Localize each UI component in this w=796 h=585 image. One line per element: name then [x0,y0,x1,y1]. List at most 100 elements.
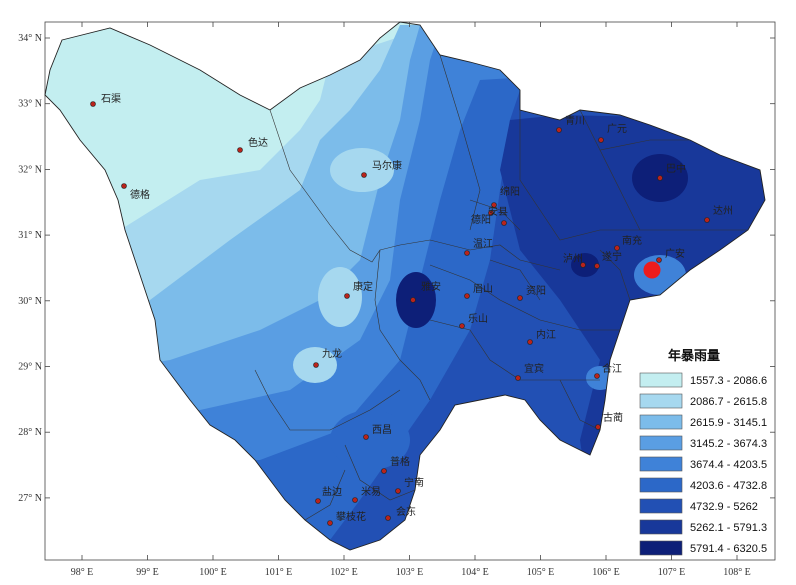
x-tick-label: 102° E [330,567,358,578]
legend-label: 2615.9 - 3145.1 [690,417,767,429]
legend-swatch [639,540,683,556]
city-dot [491,202,497,208]
x-tick-label: 99° E [136,567,159,578]
city-dot [464,250,470,256]
city-label: 会东 [396,505,416,518]
city-label: 内江 [536,328,556,341]
y-axis-ticks: 34° N 33° N 32° N 31° N 30° N 29° N 28° N 27° N [18,33,775,504]
x-axis-ticks: 98° E 99° E 100° E 101° E 102° E 103° E 104° E… [71,22,751,578]
city-dot [656,257,662,263]
city-label: 德阳 [471,213,491,226]
y-tick-label: 34° N [18,33,42,44]
city-label: 广元 [607,123,627,135]
city-label: 德格 [130,188,150,201]
city-label: 温江 [473,238,493,250]
city-label: 遂宁 [602,250,622,263]
city-dot [459,323,465,329]
city-dot [315,498,321,504]
city-label: 合江 [602,362,622,375]
x-tick-label: 107° E [658,567,686,578]
county-boundaries [254,54,748,521]
y-tick-label: 31° N [18,230,42,241]
city-label: 南充 [622,234,642,247]
x-tick-label: 106° E [592,567,620,578]
legend-swatch [639,456,683,472]
city-label: 康定 [353,280,373,293]
city-dot [237,147,243,153]
city-dot [361,172,367,178]
city-label: 雅安 [421,280,441,293]
y-tick-label: 30° N [18,296,42,307]
legend: 年暴雨量 1557.3 - 2086.6 2086.7 - 2615.8 2615.… [639,348,767,556]
city-label: 资阳 [526,285,546,297]
city-dot [488,210,494,216]
city-dot [352,497,358,503]
city-dot [517,295,523,301]
city-label: 安县 [488,205,508,218]
city-dot [363,434,369,440]
city-dot [527,339,533,345]
highlight-marker [643,261,661,279]
legend-label: 4203.6 - 4732.8 [690,480,767,492]
city-dot [395,488,401,494]
zone-pocket-kangding [318,267,362,327]
city-dot [385,515,391,521]
x-tick-label: 103° E [396,567,424,578]
x-tick-label: 101° E [265,567,293,578]
y-tick-label: 27° N [18,493,42,504]
x-tick-label: 104° E [461,567,489,578]
city-label: 巴中 [666,162,686,175]
city-label: 眉山 [473,283,493,295]
city-dot [594,263,600,269]
x-tick-label: 105° E [527,567,555,578]
city-label: 攀枝花 [336,510,366,523]
legend-label: 5791.4 - 6320.5 [690,543,767,555]
city-dot [410,297,416,303]
city-label: 乐山 [468,313,488,325]
zone-pocket-xichang [330,410,410,470]
province-outline [44,21,766,551]
city-dot [595,424,601,430]
city-dot [657,175,663,181]
legend-label: 5262.1 - 5791.3 [690,522,767,534]
legend-label: 2086.7 - 2615.8 [690,396,767,408]
city-label: 古蔺 [603,411,623,424]
city-label: 泸州 [563,253,583,265]
x-tick-label: 108° E [723,567,751,578]
y-tick-label: 32° N [18,164,42,175]
legend-swatch [639,393,683,409]
city-label: 广安 [665,247,685,260]
city-dot [598,137,604,143]
city-label: 色达 [248,136,268,149]
city-label: 达州 [713,205,733,217]
legend-label: 3145.2 - 3674.3 [690,438,767,450]
city-dot [381,468,387,474]
legend-label: 1557.3 - 2086.6 [690,375,767,387]
x-tick-label: 100° E [199,567,227,578]
city-label: 绵阳 [500,185,520,198]
city-dot [344,293,350,299]
city-dot [501,220,507,226]
city-label: 盐边 [322,485,342,498]
city-label: 米易 [361,485,381,498]
y-tick-label: 33° N [18,99,42,110]
city-dot [614,245,620,251]
city-dot [90,101,96,107]
legend-swatch [639,414,683,430]
y-tick-label: 29° N [18,362,42,373]
city-label: 宜宾 [524,362,544,375]
zone-pocket-maerkang [330,148,394,192]
legend-swatch [639,519,683,535]
legend-swatch [639,372,683,388]
city-label: 青川 [565,114,585,127]
zone-pocket-yaan [396,272,436,328]
legend-label: 3674.4 - 4203.5 [690,459,767,471]
city-dot [556,127,562,133]
legend-label: 4732.9 - 5262 [690,501,758,513]
city-label: 西昌 [372,424,392,436]
city-dot [313,362,319,368]
legend-swatch [639,477,683,493]
city-label: 普格 [390,455,410,468]
